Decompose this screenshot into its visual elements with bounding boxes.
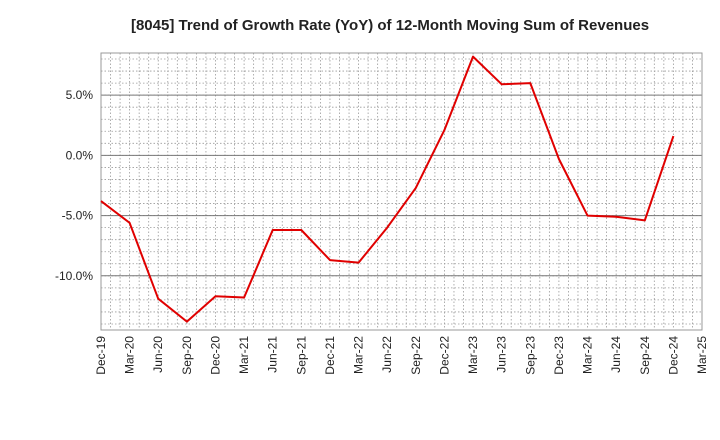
x-tick-label: Jun-20 [151,336,165,373]
x-tick-label: Sep-24 [638,336,652,375]
x-tick-label: Dec-23 [552,336,566,375]
plot-area-frame [100,52,703,331]
x-tick-label: Dec-24 [666,336,680,375]
y-tick-label: -10.0% [55,269,93,283]
x-axis: Dec-19 Mar-20 Jun-20 Sep-20 Dec-20 Mar-21 Jun-… [94,336,709,375]
y-tick-label: 0.0% [66,148,94,162]
x-tick-label: Mar-23 [466,336,480,374]
grid [101,53,702,330]
y-axis: 5.0% 0.0% -5.0% -10.0% [55,88,93,283]
series-line [100,55,675,323]
x-tick-label: Mar-24 [581,336,595,374]
chart-title: [8045] Trend of Growth Rate (YoY) of 12-… [131,17,649,34]
y-tick-label: -5.0% [62,209,94,223]
x-tick-label: Dec-21 [323,336,337,375]
x-tick-label: Jun-23 [495,336,509,373]
x-tick-label: Dec-22 [437,336,451,375]
x-tick-label: Mar-22 [352,336,366,374]
x-tick-label: Sep-23 [523,336,537,375]
x-tick-label: Jun-22 [380,336,394,373]
x-tick-label: Mar-25 [695,336,709,374]
y-tick-label: 5.0% [66,88,94,102]
x-tick-label: Mar-20 [123,336,137,374]
x-tick-label: Mar-21 [237,336,251,374]
x-tick-label: Dec-20 [208,336,222,375]
x-tick-label: Jun-24 [609,336,623,373]
series-layer [100,55,675,323]
x-tick-label: Sep-20 [180,336,194,375]
x-tick-label: Dec-19 [94,336,108,375]
x-tick-label: Sep-21 [294,336,308,375]
x-tick-label: Jun-21 [266,336,280,373]
x-tick-label: Sep-22 [409,336,423,375]
